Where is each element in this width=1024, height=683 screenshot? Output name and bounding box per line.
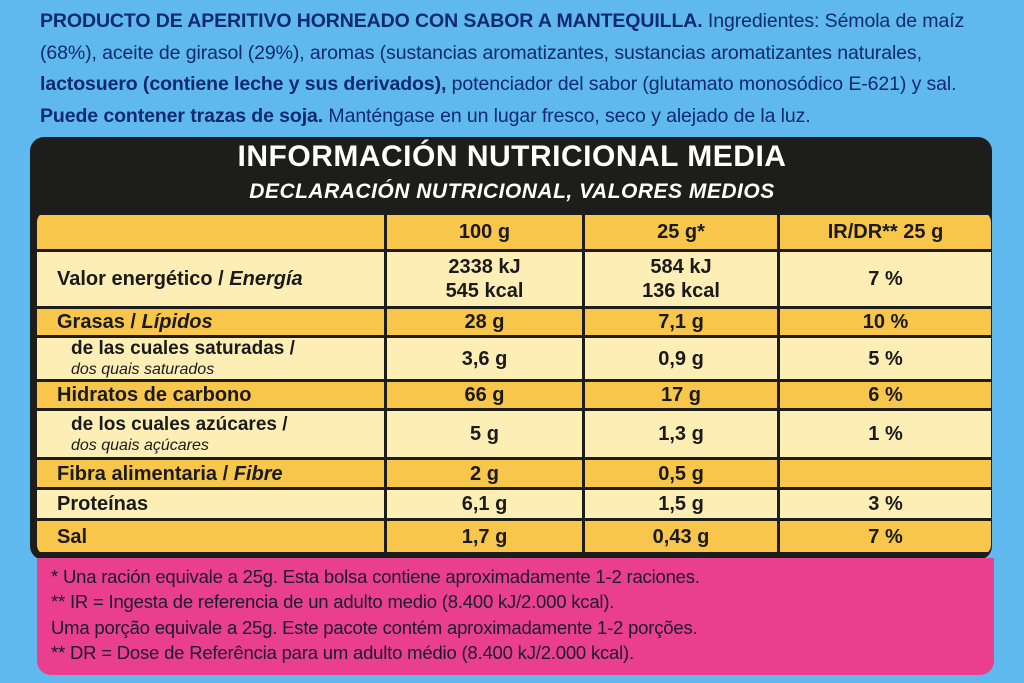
nutrition-subtitle: DECLARACIÓN NUTRICIONAL, VALORES MEDIOS [249, 180, 775, 203]
row-label: Grasas / Lípidos [37, 309, 384, 335]
row-value-100g: 2 g [387, 460, 582, 487]
row-value-25g: 1,5 g [585, 490, 777, 518]
footnote-ir-es: ** IR = Ingesta de referencia de un adul… [51, 591, 615, 612]
row-value-100g: 5 g [387, 411, 582, 457]
table-row-salt: Sal 1,7 g 0,43 g 7 % [37, 521, 991, 552]
row-value-ir: 10 % [780, 309, 991, 335]
row-value-25g: 0,5 g [585, 460, 777, 487]
row-value-ir: 5 % [780, 338, 991, 379]
row-label: Hidratos de carbono [37, 382, 384, 408]
row-label: Fibra alimentaria / Fibre [37, 460, 384, 487]
row-value-25g: 0,9 g [585, 338, 777, 379]
row-value-ir: 7 % [780, 521, 991, 552]
footnote-dr-pt: ** DR = Dose de Referência para um adult… [51, 642, 634, 663]
row-value-100g: 2338 kJ 545 kcal [387, 252, 582, 306]
table-row-protein: Proteínas 6,1 g 1,5 g 3 % [37, 490, 991, 518]
header-ir-dr: IR/DR** 25 g [780, 215, 991, 249]
header-25g: 25 g* [585, 215, 777, 249]
ingredients-part-1: Ingredientes: Sémola de maíz (68%), acei… [40, 10, 965, 64]
row-value-ir: 1 % [780, 411, 991, 457]
product-name: PRODUCTO DE APERITIVO HORNEADO CON SABOR… [40, 10, 703, 32]
row-value-ir: 3 % [780, 490, 991, 518]
row-value-100g: 6,1 g [387, 490, 582, 518]
row-label: de los cuales azúcares / dos quais açúcar… [37, 411, 384, 457]
table-row-saturated: de las cuales saturadas / dos quais satur… [37, 338, 991, 379]
footnotes-box: * Una ración equivale a 25g. Esta bolsa … [37, 558, 994, 675]
table-row-carbohydrates: Hidratos de carbono 66 g 17 g 6 % [37, 382, 991, 408]
table-row-fibre: Fibra alimentaria / Fibre 2 g 0,5 g [37, 460, 991, 487]
storage-instructions: Manténgase en un lugar fresco, seco y al… [323, 104, 811, 127]
row-value-25g: 17 g [585, 382, 777, 408]
row-value-ir: 6 % [780, 382, 991, 408]
header-100g: 100 g [387, 215, 582, 249]
table-header-row: 100 g 25 g* IR/DR** 25 g [37, 215, 991, 249]
table-row-fats: Grasas / Lípidos 28 g 7,1 g 10 % [37, 309, 991, 335]
ingredients-text: PRODUCTO DE APERITIVO HORNEADO CON SABOR… [40, 6, 1015, 132]
row-value-100g: 66 g [387, 382, 582, 408]
table-row-sugars: de los cuales azúcares / dos quais açúcar… [37, 411, 991, 457]
row-value-25g: 7,1 g [585, 309, 777, 335]
table-row-energy: Valor energético / Energía 2338 kJ 545 k… [37, 252, 991, 306]
row-value-25g: 0,43 g [585, 521, 777, 552]
footnote-serving-pt: Uma porção equivale a 25g. Este pacote c… [51, 617, 698, 638]
row-label: Sal [37, 521, 384, 552]
nutrition-table: 100 g 25 g* IR/DR** 25 g Valor energétic… [37, 212, 991, 555]
row-value-ir [780, 460, 991, 487]
row-label: Valor energético / Energía [37, 252, 384, 306]
header-label-cell [37, 215, 384, 249]
row-value-100g: 3,6 g [387, 338, 582, 379]
row-label: de las cuales saturadas / dos quais satur… [37, 338, 384, 379]
row-value-100g: 28 g [387, 309, 582, 335]
row-value-100g: 1,7 g [387, 521, 582, 552]
traces-warning: Puede contener trazas de soja. [40, 104, 324, 127]
row-label: Proteínas [37, 490, 384, 518]
row-value-ir: 7 % [780, 252, 991, 306]
footnote-serving-es: * Una ración equivale a 25g. Esta bolsa … [51, 566, 700, 587]
row-value-25g: 584 kJ 136 kcal [585, 252, 777, 306]
nutrition-title: INFORMACIÓN NUTRICIONAL MEDIA [237, 140, 787, 173]
row-value-25g: 1,3 g [585, 411, 777, 457]
allergen-text: lactosuero (contiene leche y sus derivad… [40, 73, 447, 95]
ingredients-part-2: potenciador del sabor (glutamato monosód… [446, 73, 957, 95]
